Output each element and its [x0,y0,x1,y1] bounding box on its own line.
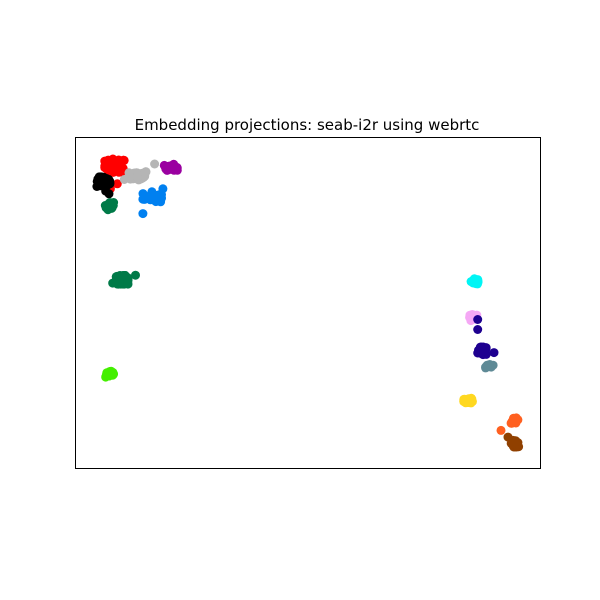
scatter-point [108,200,118,210]
scatter-point [509,438,519,448]
scatter-point [157,193,166,203]
scatter-point [138,194,148,204]
scatter-point [104,189,114,199]
scatter-point [99,178,109,188]
scatter-point [108,370,118,380]
scatter-point [164,161,174,171]
chart-title: Embedding projections: seab-i2r using we… [135,116,480,134]
scatter-point [496,425,506,435]
scatter-point [131,270,140,280]
scatter-point [473,315,483,324]
scatter-point [106,157,116,167]
scatter-point [473,325,483,334]
scatter-point [473,279,482,289]
scatter-point [476,343,486,353]
scatter-point [510,415,520,425]
scatter-point [503,432,513,442]
scatter-point [463,395,473,405]
scatter-point [119,175,129,184]
scatter-point [133,172,142,182]
scatter-point [141,167,151,177]
scatter-point [482,361,492,371]
scatter-point [150,159,160,169]
scatter-point [110,166,120,176]
scatter-point [158,184,168,194]
scatter-point [138,209,148,219]
scatter-point [112,179,122,189]
scatter-point [108,278,118,288]
scatter-point [123,274,133,284]
scatter-point [114,160,124,169]
scatter-point [147,192,157,202]
points-layer [92,154,524,452]
scatter-point [489,348,499,358]
axes-frame [75,137,541,469]
